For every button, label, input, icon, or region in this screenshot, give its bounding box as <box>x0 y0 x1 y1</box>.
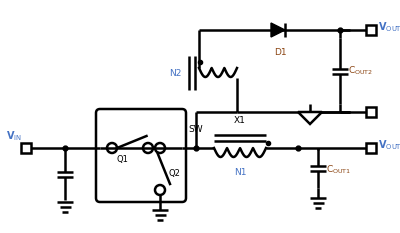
Text: D1: D1 <box>274 48 286 57</box>
Text: C$_{\mathsf{OUT2}}$: C$_{\mathsf{OUT2}}$ <box>348 65 373 77</box>
Bar <box>366 143 376 153</box>
Text: V$_{\mathsf{OUT2}}$: V$_{\mathsf{OUT2}}$ <box>378 20 400 34</box>
Bar <box>366 25 376 35</box>
Text: Q1: Q1 <box>116 155 128 164</box>
Text: X1: X1 <box>234 116 246 125</box>
Text: N2: N2 <box>169 69 181 78</box>
Bar <box>366 107 376 117</box>
Bar <box>21 143 31 153</box>
FancyBboxPatch shape <box>96 109 186 202</box>
Text: V$_{\mathsf{IN}}$: V$_{\mathsf{IN}}$ <box>6 129 22 143</box>
Polygon shape <box>298 112 322 124</box>
Polygon shape <box>271 23 285 37</box>
Text: V$_{\mathsf{OUT1}}$: V$_{\mathsf{OUT1}}$ <box>378 138 400 152</box>
Text: C$_{\mathsf{OUT1}}$: C$_{\mathsf{OUT1}}$ <box>326 164 351 176</box>
Text: N1: N1 <box>234 168 246 177</box>
Text: Q2: Q2 <box>168 169 180 178</box>
Text: SW: SW <box>189 125 203 134</box>
